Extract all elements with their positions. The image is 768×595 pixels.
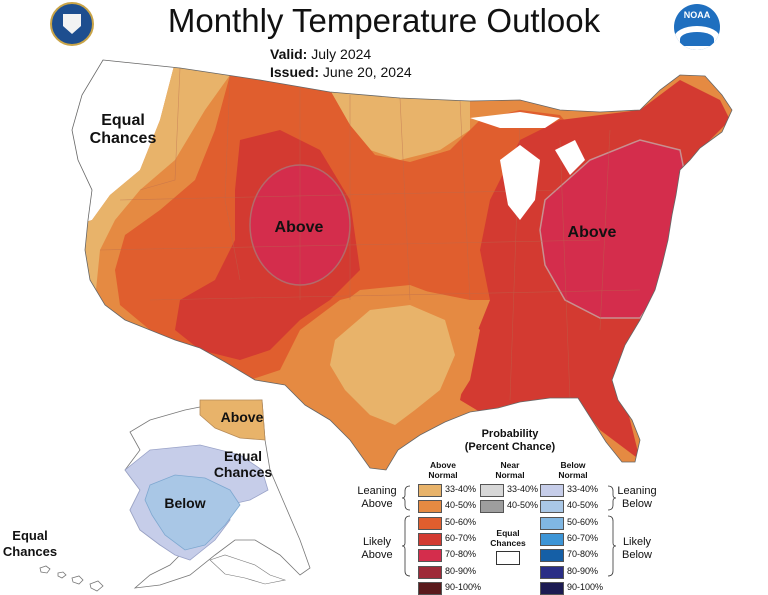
legend-equal-chances: Equal Chances xyxy=(482,528,534,565)
equal-chances-alaska-label: Equal Chances xyxy=(213,448,273,480)
equal-chances-swatch xyxy=(496,551,520,565)
legend-near-swatch xyxy=(480,484,504,497)
issued-line: Issued: June 20, 2024 xyxy=(270,64,412,80)
eagle-shield-icon xyxy=(63,14,81,34)
legend-above-label: 70-80% xyxy=(445,549,477,560)
equal-chances-hawaii-label: Equal Chances xyxy=(2,528,58,559)
legend-below-label: 80-90% xyxy=(567,565,599,576)
legend-below-swatch xyxy=(540,532,564,546)
page-title: Monthly Temperature Outlook xyxy=(167,2,601,39)
below-alaska-label: Below xyxy=(164,495,206,511)
legend-below-swatch xyxy=(540,516,564,530)
noaa-text: NOAA xyxy=(683,10,711,20)
legend-above-row: 70-80% xyxy=(418,549,488,563)
noaa-logo: NOAA xyxy=(674,4,720,50)
region-33-40-north xyxy=(330,90,470,160)
legend-below-swatch xyxy=(540,581,564,595)
legend-below-row: 80-90% xyxy=(540,565,610,579)
valid-label: Valid: xyxy=(270,46,308,62)
leaning-below-label: Leaning Below xyxy=(617,485,657,510)
valid-line: Valid: July 2024 xyxy=(270,46,371,62)
legend-below-row: 33-40% xyxy=(540,484,610,497)
legend-below-swatch xyxy=(540,565,564,579)
legend-below-row: 50-60% xyxy=(540,516,610,530)
region-above-33-40-alaska xyxy=(199,399,266,441)
legend-above-swatch xyxy=(418,516,442,530)
legend-below-label: 70-80% xyxy=(567,549,599,560)
region-below-40-50-alaska xyxy=(144,474,241,551)
legend-title: Probability (Percent Chance) xyxy=(464,428,556,453)
legend-below-row: 60-70% xyxy=(540,532,610,546)
likely-below-label: Likely Below xyxy=(622,536,652,561)
legend-below-swatch xyxy=(540,549,564,563)
legend-near-label: 33-40% xyxy=(507,484,539,494)
legend-col-below: Below Normal xyxy=(558,460,588,480)
legend-above-row: 80-90% xyxy=(418,565,488,579)
region-33-40-south xyxy=(330,305,455,425)
legend-above-label: 80-90% xyxy=(445,565,477,576)
alaska-map xyxy=(124,399,311,589)
alaska-aleutian-area xyxy=(209,554,287,585)
legend-near-label: 40-50% xyxy=(507,500,539,511)
legend-below-row: 90-100% xyxy=(540,581,610,595)
legend-above-swatch xyxy=(418,565,442,579)
legend-braces xyxy=(401,485,617,577)
legend-above-label: 90-100% xyxy=(445,581,482,592)
legend-above-swatch xyxy=(418,581,442,595)
legend-near-row: 40-50% xyxy=(480,500,550,514)
conus-map xyxy=(72,60,732,470)
legend-above-label: 50-60% xyxy=(445,516,477,527)
valid-value: July 2024 xyxy=(311,46,372,62)
commerce-seal-logo xyxy=(50,2,94,46)
legend-below-label: 90-100% xyxy=(567,581,604,592)
hawaii-islands xyxy=(39,565,104,592)
legend-below-swatch xyxy=(540,500,564,514)
lake-michigan xyxy=(500,145,540,220)
legend-above-label: 33-40% xyxy=(445,484,477,494)
legend-near-row: 33-40% xyxy=(480,484,550,497)
region-33-40-west xyxy=(72,62,230,300)
legend-above-label: 40-50% xyxy=(445,500,477,511)
leaning-above-label: Leaning Above xyxy=(357,485,397,510)
legend-above-swatch xyxy=(418,549,442,563)
issued-value: June 20, 2024 xyxy=(322,64,412,80)
conus-outline xyxy=(71,59,733,471)
above-central-label: Above xyxy=(274,219,324,236)
issued-label: Issued: xyxy=(270,64,320,80)
legend: Probability (Percent Chance) Above Normal … xyxy=(350,428,765,595)
equal-chances-west-label: Equal Chances xyxy=(89,112,157,147)
above-alaska-label: Above xyxy=(220,409,264,425)
legend-below-row: 70-80% xyxy=(540,549,610,563)
noaa-seagull-icon xyxy=(680,32,714,46)
legend-below-label: 40-50% xyxy=(567,500,599,511)
legend-above-row: 40-50% xyxy=(418,500,488,514)
legend-below-row: 40-50% xyxy=(540,500,610,514)
state-borders xyxy=(99,67,641,401)
legend-above-swatch xyxy=(418,484,442,497)
legend-below-label: 33-40% xyxy=(567,484,599,494)
legend-above-row: 60-70% xyxy=(418,532,488,546)
legend-above-label: 60-70% xyxy=(445,532,477,543)
legend-above-swatch xyxy=(418,500,442,514)
legend-above-row: 90-100% xyxy=(418,581,488,595)
legend-below-swatch xyxy=(540,484,564,497)
lake-huron xyxy=(555,140,585,175)
legend-col-near: Near Normal xyxy=(495,460,525,480)
lake-superior xyxy=(470,112,560,128)
legend-below-label: 60-70% xyxy=(567,532,599,543)
legend-above-row: 50-60% xyxy=(418,516,488,530)
above-east-label: Above xyxy=(567,224,617,241)
legend-above-row: 33-40% xyxy=(418,484,488,497)
legend-below-label: 50-60% xyxy=(567,516,599,527)
legend-above-swatch xyxy=(418,532,442,546)
legend-near-swatch xyxy=(480,500,504,514)
legend-col-above: Above Normal xyxy=(428,460,458,480)
likely-above-label: Likely Above xyxy=(361,536,393,561)
